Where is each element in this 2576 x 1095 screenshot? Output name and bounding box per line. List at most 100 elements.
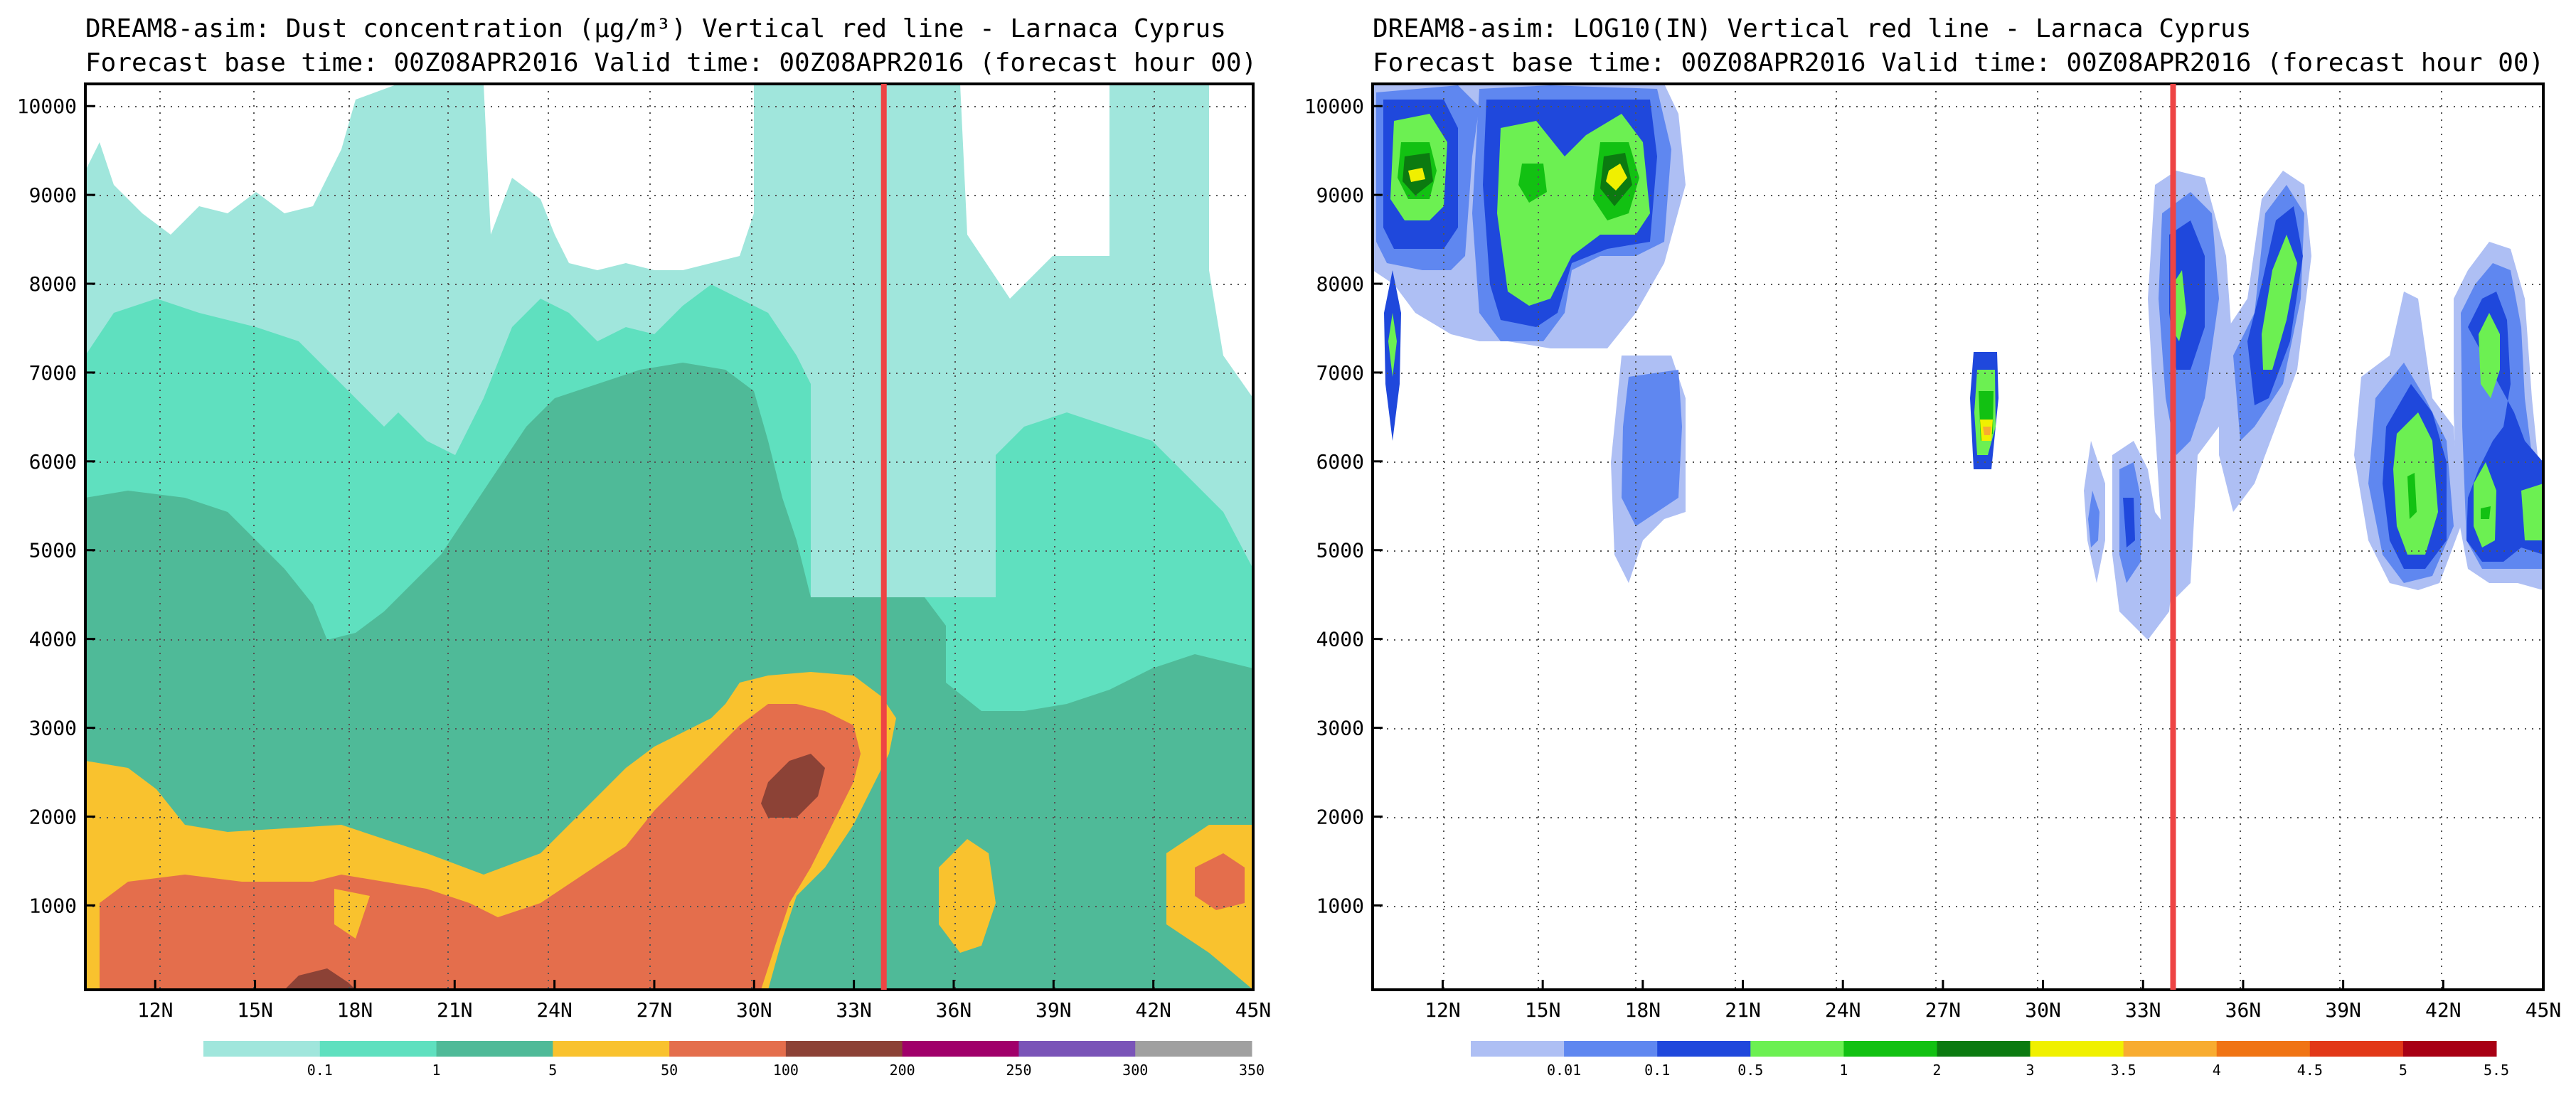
y-tick-label: 10000 [17,95,77,118]
y-tick-label: 3000 [1316,717,1364,740]
colorbar-label: 0.1 [1644,1062,1670,1079]
x-tick-label: 15N [237,998,273,1022]
x-tick-label: 42N [1135,998,1171,1022]
x-tick-label: 45N [2526,998,2562,1022]
colorbar-label: 350 [1239,1062,1265,1079]
colorbar-swatch [902,1041,1019,1057]
colorbar-swatch [2216,1041,2311,1057]
x-tick-label: 30N [2025,998,2061,1022]
x-axis: 12N 15N 18N 21N 24N 27N 30N 33N 36N 39N 42N 45N [1425,980,2561,1022]
panel-title-line1: DREAM8-asim: Dust concentration (µg/m³) … [85,14,1226,43]
contour-200 [761,754,825,818]
colorbar-swatch [1750,1041,1844,1057]
colorbar-swatch [1564,1041,1658,1057]
colorbar-swatch [785,1041,903,1057]
x-tick-label: 39N [2325,998,2361,1022]
dust-contour-fills [85,84,1253,990]
colorbar-label: 300 [1122,1062,1148,1079]
y-tick-label: 4000 [29,628,77,651]
colorbar-swatch [436,1041,553,1057]
colorbar-label: 0.1 [307,1062,333,1079]
y-tick-label: 4000 [1316,628,1364,651]
colorbar-label: 1 [1839,1062,1848,1079]
grid-lines [85,84,1253,990]
log10-contour-fills [1373,84,2543,990]
colorbar-label: 4.5 [2297,1062,2323,1079]
colorbar-label: 2 [1932,1062,1941,1079]
colorbar-swatch [203,1041,321,1057]
colorbar-swatch [1471,1041,1565,1057]
plot-frame [84,82,1255,991]
colorbar-label: 4 [2213,1062,2221,1079]
y-tick-label: 7000 [29,361,77,385]
colorbar-swatch [2030,1041,2124,1057]
x-tick-label: 12N [137,998,174,1022]
plot-frame [1371,82,2545,991]
x-tick-label: 18N [1625,998,1661,1022]
colorbar-swatch [2309,1041,2404,1057]
x-tick-label: 21N [437,998,473,1022]
x-tick-label: 45N [1235,998,1272,1022]
x-tick-label: 33N [2125,998,2161,1022]
x-tick-label: 33N [836,998,872,1022]
colorbar-swatch [553,1041,670,1057]
colorbar-swatch [1843,1041,1937,1057]
panel-title-line2: Forecast base time: 00Z08APR2016 Valid t… [1373,48,2544,78]
x-tick-label: 24N [536,998,573,1022]
colorbar-label: 1 [432,1062,441,1079]
x-tick-label: 15N [1525,998,1561,1022]
x-axis: 12N 15N 18N 21N 24N 27N 30N 33N 36N 39N 42N 45N [137,980,1271,1022]
x-tick-label: 18N [337,998,373,1022]
colorbar-label: 5 [2399,1062,2407,1079]
colorbar-label: 200 [890,1062,915,1079]
x-tick-label: 21N [1725,998,1761,1022]
colorbar-label: 250 [1006,1062,1031,1079]
y-tick-label: 5000 [29,539,77,562]
x-tick-label: 36N [2225,998,2262,1022]
x-tick-label: 30N [736,998,772,1022]
colorbar-swatch [2402,1041,2497,1057]
y-tick-label: 5000 [1316,539,1364,562]
colorbar-label: 50 [661,1062,678,1079]
x-tick-label: 24N [1825,998,1861,1022]
colorbar: 0.01 0.1 0.5 1 2 3 3.5 4 4.5 5 5.5 [1471,1041,2509,1079]
x-tick-label: 27N [1925,998,1962,1022]
log10-in-panel: DREAM8-asim: LOG10(IN) Vertical red line… [1304,14,2562,1079]
y-axis: 1000 2000 3000 4000 5000 6000 7000 8000 9000 1000… [17,95,95,917]
y-axis: 1000 2000 3000 4000 5000 6000 7000 8000 9000 1000… [1304,95,1383,917]
y-tick-label: 7000 [1316,361,1364,385]
y-tick-label: 8000 [29,272,77,296]
y-tick-label: 6000 [1316,450,1364,474]
contour-5 [85,363,1253,990]
x-tick-label: 39N [1036,998,1072,1022]
y-tick-label: 1000 [1316,894,1364,917]
colorbar-swatch [1018,1041,1136,1057]
y-tick-label: 10000 [1304,95,1364,118]
panel-title-line2: Forecast base time: 00Z08APR2016 Valid t… [85,48,1257,78]
colorbar-label: 0.01 [1547,1062,1581,1079]
colorbar-label: 0.5 [1737,1062,1763,1079]
colorbar-label: 5 [548,1062,557,1079]
colorbar-swatch [1135,1041,1252,1057]
y-tick-label: 9000 [1316,183,1364,207]
colorbar-label: 5.5 [2484,1062,2509,1079]
colorbar-label: 3.5 [2111,1062,2136,1079]
x-tick-label: 36N [936,998,972,1022]
x-tick-label: 42N [2425,998,2461,1022]
colorbar-swatch [2123,1041,2218,1057]
colorbar-swatch [669,1041,787,1057]
y-tick-label: 2000 [1316,805,1364,828]
colorbar-swatch [1657,1041,1751,1057]
y-tick-label: 8000 [1316,272,1364,296]
colorbar: 0.1 1 5 50 100 200 250 300 350 [203,1041,1265,1079]
colorbar-swatch [319,1041,437,1057]
x-tick-label: 12N [1425,998,1461,1022]
panel-title-line1: DREAM8-asim: LOG10(IN) Vertical red line… [1373,14,2251,43]
grid-lines [1373,84,2543,990]
colorbar-label: 3 [2026,1062,2035,1079]
y-tick-label: 6000 [29,450,77,474]
x-tick-label: 27N [637,998,673,1022]
y-tick-label: 2000 [29,805,77,828]
colorbar-swatch [1937,1041,2031,1057]
